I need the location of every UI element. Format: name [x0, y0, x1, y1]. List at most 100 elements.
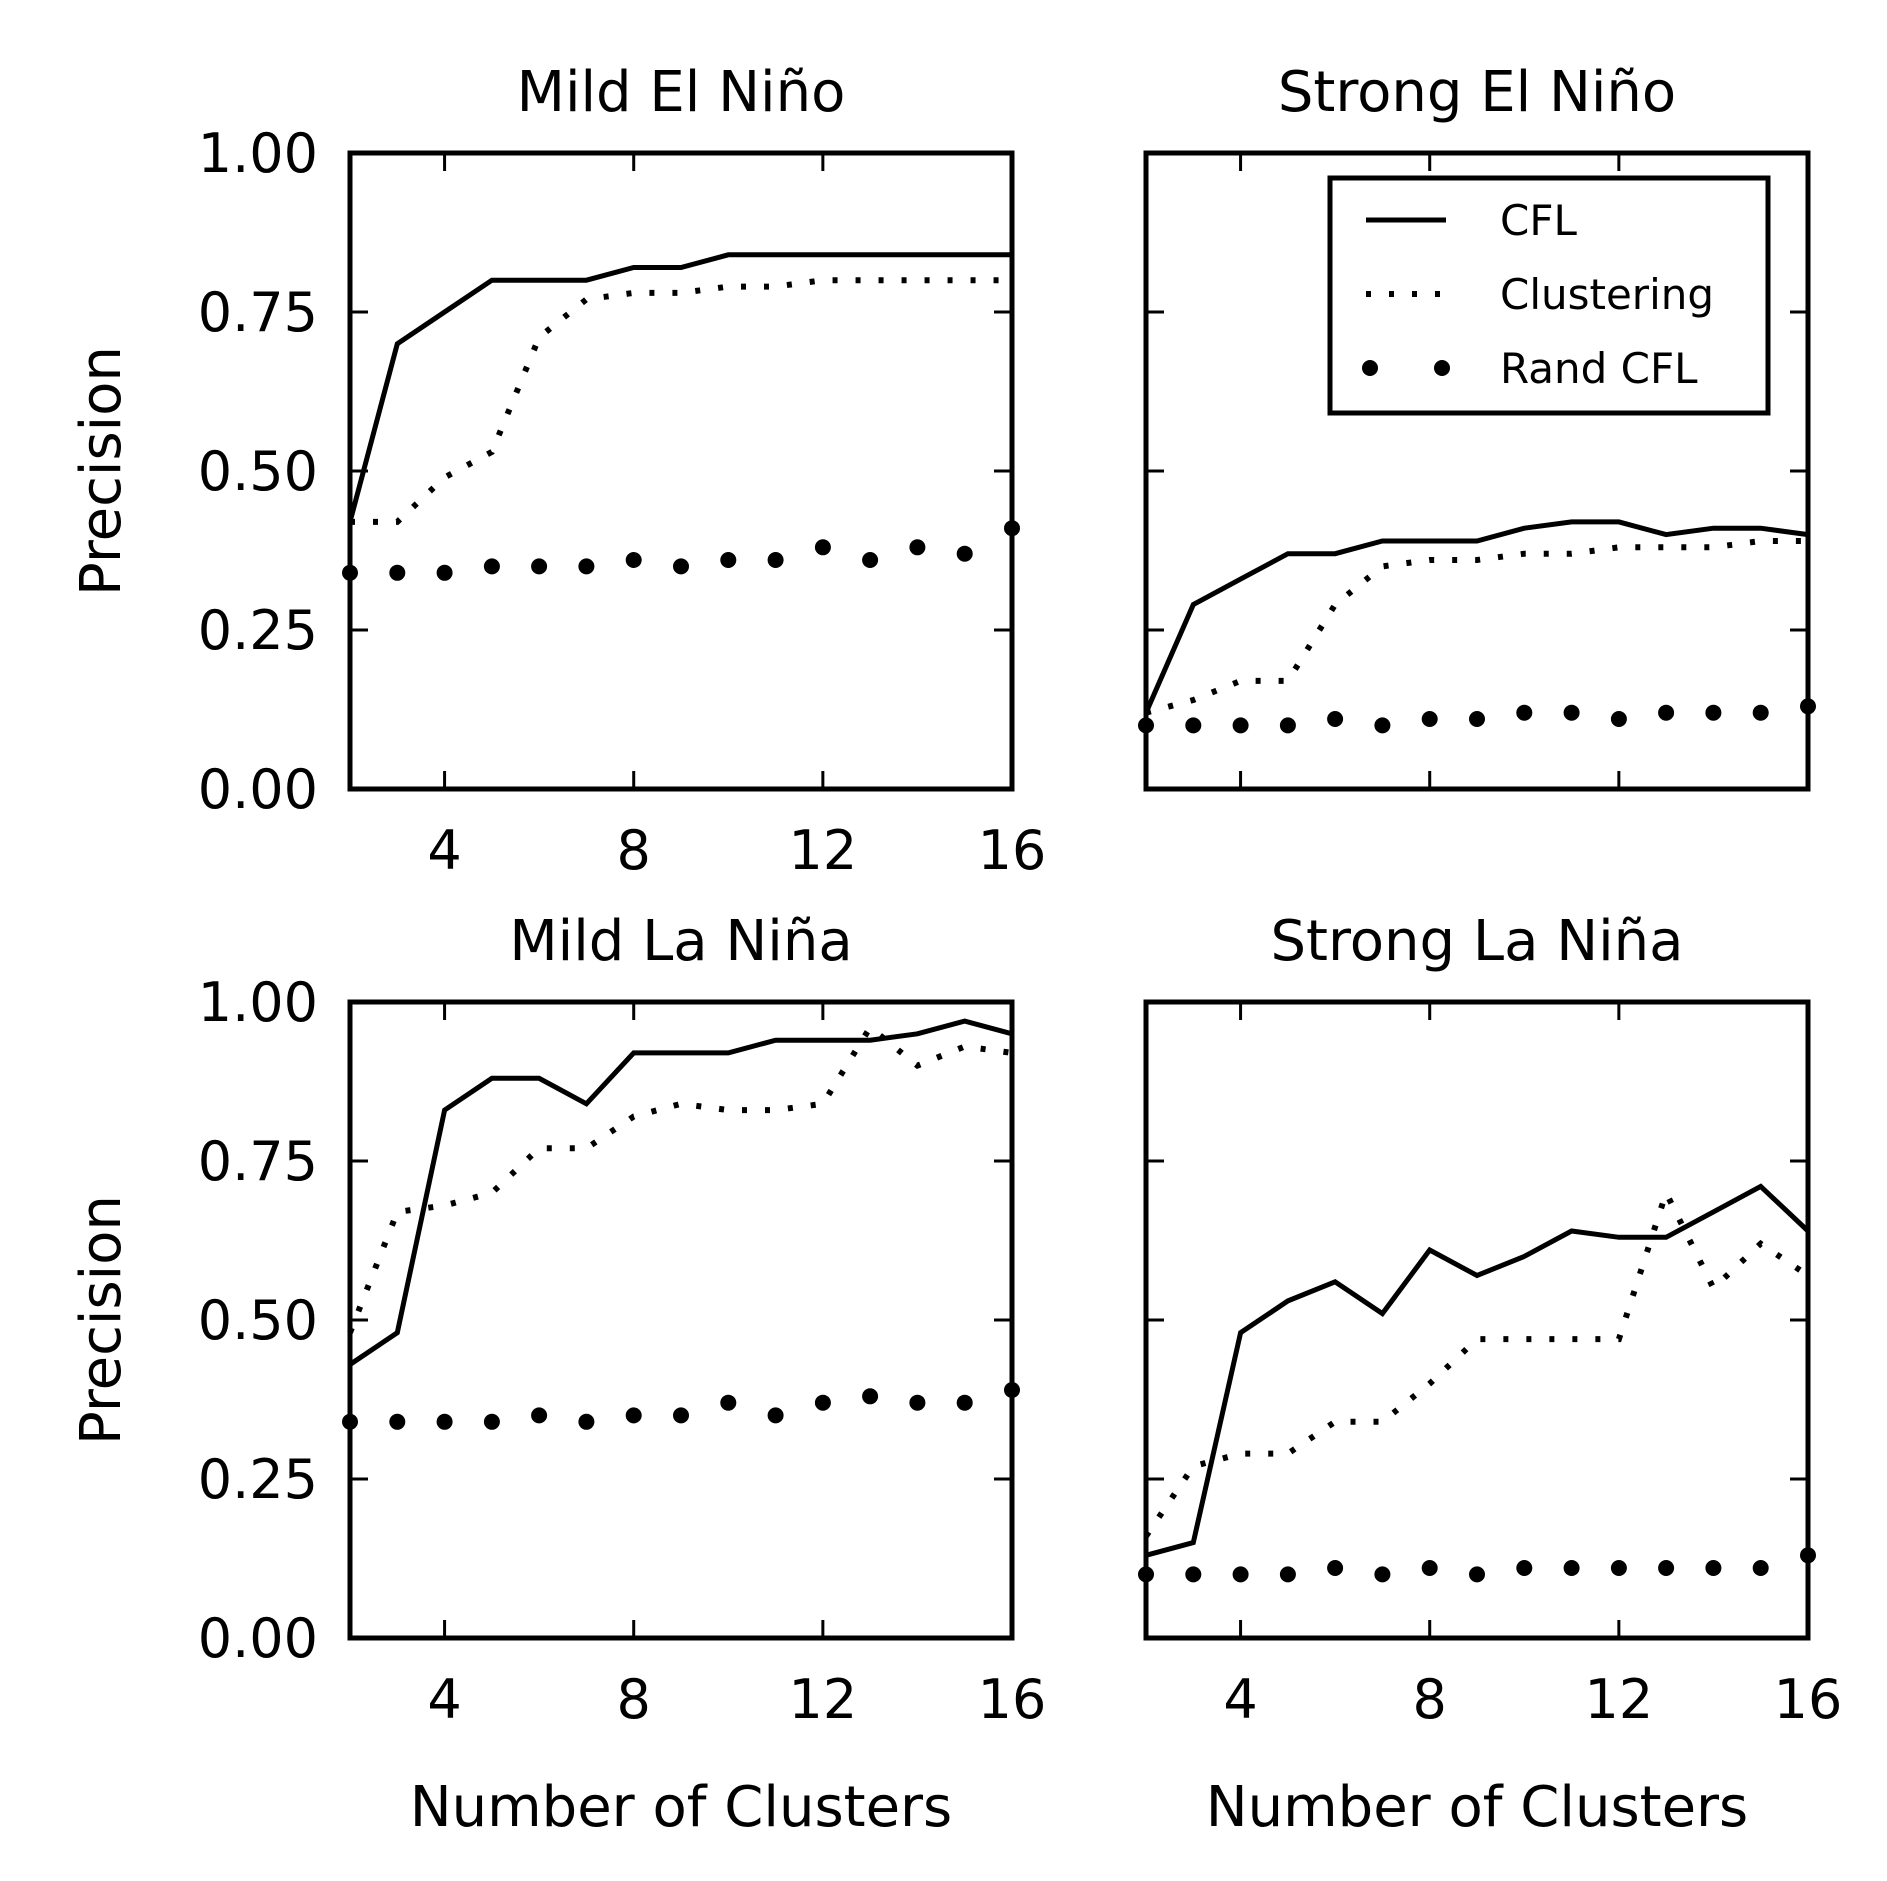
data-point-rand-cfl — [1610, 711, 1627, 727]
chart-panel-4: Strong La Niña 4 8 12 16 Number of Clusters — [1138, 909, 1842, 1840]
data-point-rand-cfl — [1327, 711, 1344, 727]
legend-label: Clustering — [1500, 270, 1714, 319]
series-line-clustering — [347, 1022, 1013, 1334]
data-point-rand-cfl — [1610, 1560, 1627, 1576]
plot-frame — [347, 150, 1015, 792]
legend-label: Rand CFL — [1500, 344, 1698, 393]
data-point-rand-cfl — [389, 1413, 406, 1430]
x-tick-label: 12 — [788, 819, 857, 882]
data-point-rand-cfl — [1279, 717, 1296, 734]
x-axis-label: Number of Clusters — [1206, 1775, 1748, 1840]
x-tick-label: 16 — [978, 819, 1047, 882]
data-point-rand-cfl — [720, 1394, 737, 1411]
panel-title: Strong La Niña — [1271, 909, 1684, 974]
series-line-cfl — [1145, 1183, 1810, 1558]
data-point-rand-cfl — [814, 1394, 831, 1411]
data-point-rand-cfl — [1658, 1560, 1675, 1576]
legend-swatch-rand-cfl — [1434, 360, 1450, 376]
data-point-rand-cfl — [1374, 717, 1391, 734]
y-axis-label: Precision — [69, 1195, 134, 1445]
series-line-clustering — [350, 277, 1012, 525]
data-point-rand-cfl — [1469, 711, 1485, 727]
x-tick-label: 4 — [1223, 1668, 1257, 1731]
data-point-rand-cfl — [673, 558, 689, 575]
plot-frame — [347, 999, 1015, 1641]
data-point-rand-cfl — [1232, 717, 1249, 734]
x-axis-label: Number of Clusters — [410, 1775, 952, 1840]
chart-panel-1: Mild El Niño 0.00 0.25 0.50 0.75 1.00 4 8 12 16 Pr… — [69, 60, 1046, 882]
data-point-rand-cfl — [909, 539, 926, 556]
x-tick-label: 12 — [1584, 1668, 1653, 1731]
x-tick-label: 12 — [788, 1668, 857, 1731]
legend: CFL Clustering Rand CFL — [1327, 175, 1771, 416]
data-point-rand-cfl — [1469, 1566, 1485, 1583]
x-tick-label: 8 — [1413, 1668, 1447, 1731]
x-tick-label: 16 — [1774, 1668, 1843, 1731]
data-point-rand-cfl — [483, 558, 500, 575]
data-point-rand-cfl — [1421, 711, 1438, 727]
y-tick-label: 1.00 — [198, 122, 318, 185]
y-tick-label: 0.00 — [198, 1607, 318, 1670]
y-tick-label: 0.50 — [198, 1289, 318, 1352]
x-tick-label: 4 — [427, 819, 461, 882]
data-point-rand-cfl — [436, 564, 453, 581]
data-point-rand-cfl — [531, 1407, 548, 1424]
data-point-rand-cfl — [1185, 1566, 1202, 1583]
x-tick-label: 8 — [617, 1668, 651, 1731]
panel-title: Mild La Niña — [509, 909, 852, 974]
data-point-rand-cfl — [767, 1407, 784, 1424]
data-point-rand-cfl — [814, 539, 831, 556]
y-tick-label: 0.25 — [198, 1448, 318, 1511]
y-tick-label: 1.00 — [198, 971, 318, 1034]
data-point-rand-cfl — [578, 1413, 595, 1430]
data-point-rand-cfl — [767, 552, 784, 568]
x-tick-label: 8 — [617, 819, 651, 882]
data-point-rand-cfl — [956, 1394, 973, 1411]
y-tick-label: 0.75 — [198, 1130, 318, 1193]
data-point-rand-cfl — [1327, 1560, 1344, 1576]
series-line-clustering — [1145, 538, 1808, 716]
data-point-rand-cfl — [1421, 1560, 1438, 1576]
data-point-rand-cfl — [862, 1388, 879, 1405]
y-tick-label: 0.00 — [198, 758, 318, 821]
x-tick-label: 16 — [978, 1668, 1047, 1731]
data-point-rand-cfl — [1658, 704, 1675, 721]
data-point-rand-cfl — [1374, 1566, 1391, 1583]
y-axis-label: Precision — [69, 346, 134, 596]
data-point-rand-cfl — [673, 1407, 689, 1424]
data-point-rand-cfl — [1705, 1560, 1722, 1576]
data-point-rand-cfl — [862, 552, 879, 568]
data-point-rand-cfl — [1232, 1566, 1249, 1583]
chart-panel-2: Strong El Niño CFL Clustering Rand CFL — [1138, 60, 1816, 792]
y-tick-label: 0.25 — [198, 599, 318, 662]
series-line-cfl — [348, 1018, 1013, 1367]
data-point-rand-cfl — [625, 552, 642, 568]
data-point-rand-cfl — [1185, 717, 1202, 734]
data-point-rand-cfl — [956, 545, 973, 562]
data-point-rand-cfl — [1279, 1566, 1296, 1583]
legend-swatch-rand-cfl — [1362, 360, 1378, 376]
x-tick-label: 4 — [427, 1668, 461, 1731]
series-line-clustering — [1143, 1184, 1810, 1538]
data-point-rand-cfl — [1752, 1560, 1769, 1576]
series-line-cfl — [1143, 519, 1809, 714]
data-point-rand-cfl — [625, 1407, 642, 1424]
data-point-rand-cfl — [1516, 704, 1533, 721]
data-point-rand-cfl — [1563, 1560, 1580, 1576]
data-point-rand-cfl — [909, 1394, 926, 1411]
series-line-cfl — [347, 252, 1012, 523]
data-point-rand-cfl — [483, 1413, 500, 1430]
data-point-rand-cfl — [1705, 704, 1722, 721]
data-point-rand-cfl — [1563, 704, 1580, 721]
chart-panel-3: Mild La Niña 0.00 0.25 0.50 0.75 1.00 4 8 12 16 Pr… — [69, 909, 1046, 1840]
data-point-rand-cfl — [436, 1413, 453, 1430]
data-point-rand-cfl — [389, 564, 406, 581]
legend-label: CFL — [1500, 196, 1577, 245]
y-tick-label: 0.50 — [198, 440, 318, 503]
data-point-rand-cfl — [1752, 704, 1769, 721]
data-point-rand-cfl — [720, 552, 737, 568]
y-tick-label: 0.75 — [198, 281, 318, 344]
legend-box — [1327, 175, 1771, 416]
